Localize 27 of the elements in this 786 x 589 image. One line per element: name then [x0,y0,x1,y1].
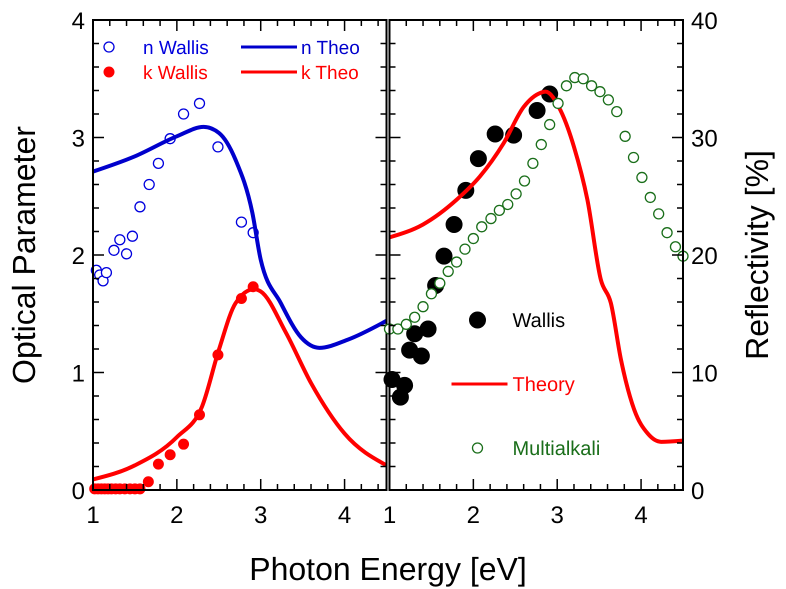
legend-label: Multialkali [512,438,600,460]
x-tick-label: 3 [254,502,268,529]
legend-label: k Theo [301,63,359,84]
x-tick-label: 2 [466,502,480,529]
x-tick-label: 2 [170,502,184,529]
legend-label: k Wallis [143,63,208,84]
x-axis-title: Photon Energy [eV] [249,551,527,587]
y-tick-label: 3 [72,126,85,152]
legend-label: n Wallis [143,38,209,59]
legend-label: Wallis [512,310,566,332]
y2-axis-title: Reflectivity [%] [739,150,775,360]
y-tick-label: 0 [72,478,85,505]
x-tick-label: 3 [550,502,564,529]
y-tick-label: 1 [72,360,85,388]
x-tick-label: 1 [382,502,396,529]
y-tick-label: 4 [72,8,85,35]
y2-tick-label: 20 [691,243,718,270]
y-axis-title: Optical Parameter [6,126,42,384]
y2-tick-label: 30 [691,126,718,152]
y2-tick-label: 40 [691,8,718,35]
legend-label: Theory [512,374,575,396]
x-tick-label: 4 [634,502,648,529]
y2-tick-label: 10 [691,360,718,388]
x-tick-label: 4 [338,502,352,529]
legend-label: n Theo [301,38,360,59]
y-tick-label: 2 [72,243,85,270]
y2-tick-label: 0 [691,478,704,505]
